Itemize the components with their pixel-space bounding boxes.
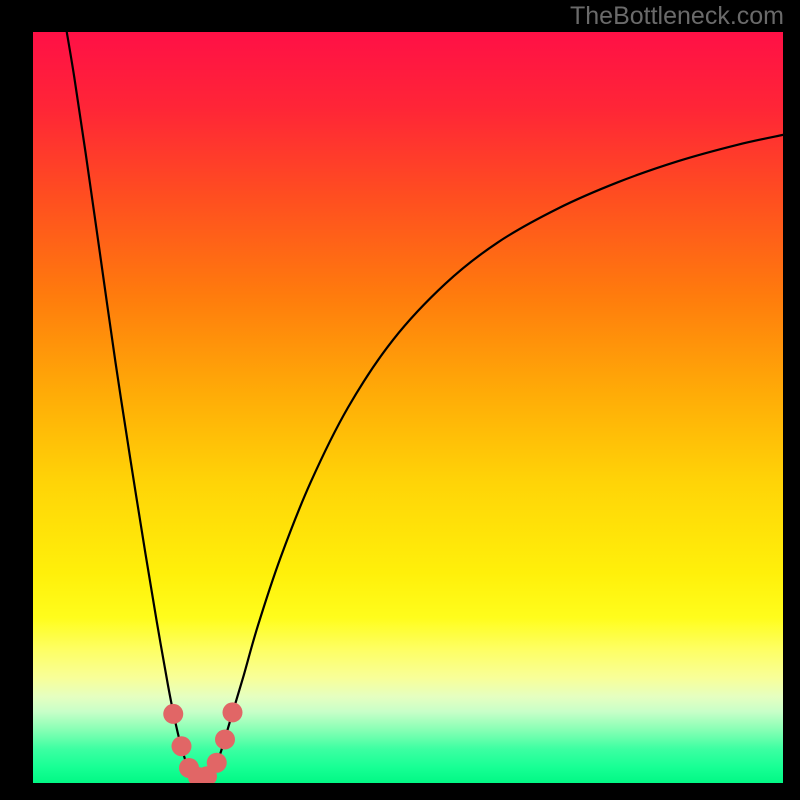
data-marker	[223, 702, 243, 722]
data-marker	[215, 729, 235, 749]
chart-svg	[33, 32, 783, 783]
data-marker	[172, 736, 192, 756]
data-marker	[163, 704, 183, 724]
chart-plot-area	[33, 32, 783, 783]
watermark-text: TheBottleneck.com	[570, 2, 784, 31]
data-marker	[207, 753, 227, 773]
gradient-background	[33, 32, 783, 783]
